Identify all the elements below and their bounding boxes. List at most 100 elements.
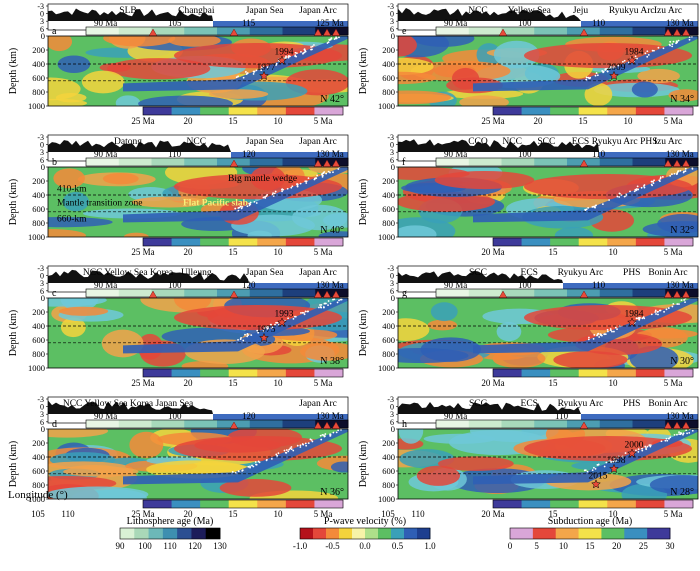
earthquake-dot [673,172,676,175]
earthquake-dot [679,433,682,436]
subduction-age-segment [228,369,258,377]
earthquake-dot [664,439,667,442]
subduction-age-tick: 10 [274,509,284,519]
earthquake-dot [299,446,302,448]
subduction-age-segment [635,500,665,508]
lithosphere-age-segment [315,27,349,35]
subduction-age-tick: 25 Ma [131,116,154,126]
subduction-age-bar [142,237,344,247]
panel-letter: h [402,419,407,430]
legend-tick: 30 [666,541,676,551]
velocity-anomaly [62,191,89,212]
velocity-anomaly [168,36,221,47]
mantle-wedge-anomaly [524,174,692,200]
topo-tick-label: 6 [390,156,394,165]
velocity-anomaly [53,168,85,189]
topo-land [398,270,563,283]
velocity-anomaly [48,229,87,237]
depth-tick-label: 200 [32,438,45,448]
lithosphere-age-bar [435,26,699,36]
latitude-label: N 42° [320,94,344,105]
earthquake-star-icon [627,448,637,458]
subduction-age-tick: 15 [229,247,239,257]
region-label: NCC [468,6,488,16]
earthquake-dot [644,445,647,448]
panel-letter: d [52,419,57,430]
lithosphere-age-tick: 120 [242,411,256,421]
earthquake-dot [649,444,652,447]
region-label: NCC Yellow Sea Korea Japan Sea [63,399,194,409]
lithosphere-age-segment [118,158,152,166]
subduction-age-segment [493,238,522,246]
velocity-anomaly [398,318,430,341]
earthquake-dot [276,321,279,324]
velocity-anomaly [459,95,509,106]
earthquake-dot [598,336,601,338]
subduction-age-segment [285,107,315,115]
region-label: ECS [521,268,538,278]
earthquake-dot [287,450,290,453]
lithosphere-age-segment [118,27,152,35]
region-label: Yellow Sea [508,6,552,16]
earthquake-dot [300,312,302,314]
earthquake-dot [251,464,253,467]
lithosphere-age-tick: 105 [168,18,182,28]
subduction-age-segment [200,500,230,508]
earthquake-dot [319,306,322,308]
legend-tick: 130 [213,541,227,551]
region-label: PHS [623,268,640,278]
topo-sea [581,414,698,423]
depth-tick-label: 0 [391,424,395,434]
depth-tick-label: 0 [41,31,45,41]
earthquake-dot [242,76,245,79]
lithosphere-age-tick: 120 [242,149,256,159]
legend-0: Lithosphere age (Ma) 90 100 110 120 130 [116,516,228,551]
earthquake-dot [270,327,273,329]
lithosphere-age-segment [86,420,120,428]
earthquake-dot [247,334,250,337]
subduction-age-segment [285,369,315,377]
velocity-anomaly [398,36,417,57]
velocity-anomaly [292,204,348,231]
earthquake-dot [299,182,302,185]
axis-labels: Longitude (°) [8,489,68,501]
subduction-age-tick: 15 [549,378,559,388]
earthquake-dot [646,445,649,448]
earthquake-dot [332,171,334,174]
earthquake-dot [677,170,680,172]
legend-swatch [300,528,314,539]
depth-tick-label: 200 [382,176,395,186]
depth-tick-label: 200 [382,45,395,55]
depth-tick-label: 800 [382,87,395,97]
interpretation-label: Flat Pacific slab [183,199,248,209]
earthquake-star-icon [627,317,637,327]
subduction-age-tick: 10 [274,378,284,388]
earthquake-dot [679,431,682,434]
velocity-anomaly [637,68,681,84]
earthquake-dot [638,316,641,319]
lithosphere-age-tick: 90 Ma [94,411,117,421]
latitude-label: N 36° [320,487,344,498]
velocity-anomaly [247,230,272,237]
earthquake-dot [593,206,596,208]
earthquake-dot [596,74,599,77]
earthquake-dot [321,433,324,436]
earthquake-dot [682,433,684,436]
velocity-anomaly [59,306,109,316]
earthquake-dot [591,469,594,472]
subduction-age-segment [228,238,258,246]
depth-tick-label: 600 [32,466,45,476]
legend-swatch [148,528,164,539]
event-year-label: 2000 [625,441,644,451]
earthquake-dot [609,328,612,330]
depth-tick-label: 800 [32,480,45,490]
subducting-slab [123,36,348,92]
earthquake-dot [649,445,652,448]
event-year-label: 1975 [257,325,276,335]
earthquake-dot [676,172,678,175]
latitude-label: N 28° [670,487,694,498]
velocity-anomaly [138,95,233,106]
earthquake-dot [622,60,624,63]
lithosphere-age-tick: 125 Ma [316,18,344,28]
